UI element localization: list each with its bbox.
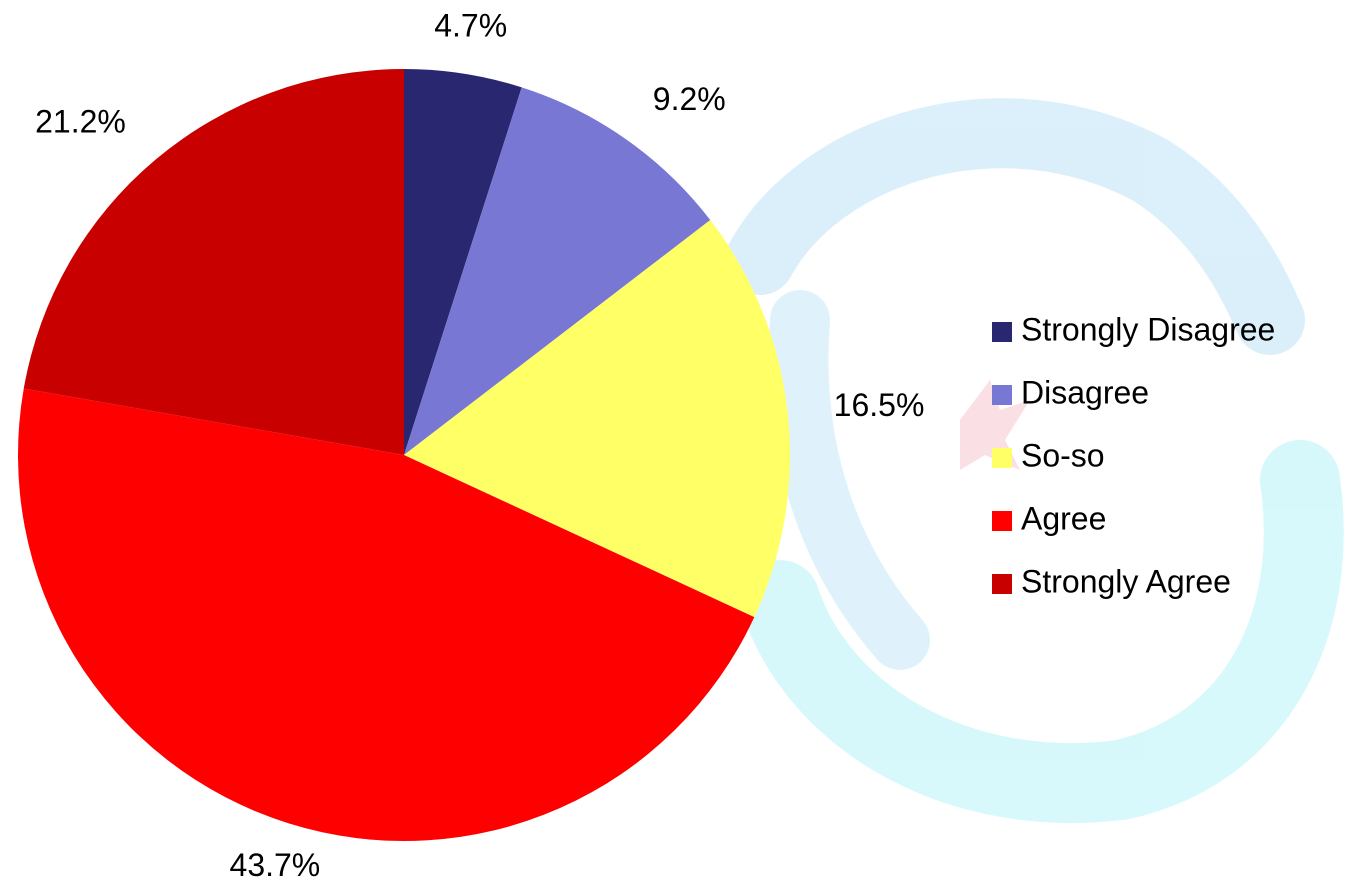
- data-label: 16.5%: [834, 387, 925, 423]
- pie: 4.7% 9.2% 16.5% 43.7% 21.2%: [18, 7, 924, 883]
- legend: Strongly Disagree Disagree So-so Agree Stron…: [992, 311, 1275, 599]
- legend-swatch: [992, 574, 1012, 594]
- legend-label: Disagree: [1021, 374, 1149, 410]
- legend-label: Strongly Agree: [1021, 563, 1231, 599]
- legend-label: Strongly Disagree: [1021, 311, 1275, 347]
- pie-slice: [404, 87, 711, 455]
- pie-slice: [404, 220, 790, 618]
- legend-swatch: [992, 511, 1012, 531]
- background-swirl: [725, 98, 1344, 824]
- legend-swatch: [992, 322, 1012, 342]
- legend-swatch: [992, 385, 1012, 405]
- data-label: 4.7%: [434, 7, 507, 43]
- legend-label: Agree: [1021, 500, 1106, 536]
- legend-label: So-so: [1021, 437, 1105, 473]
- legend-swatch: [992, 448, 1012, 468]
- data-label: 43.7%: [230, 847, 321, 883]
- pie-slice: [18, 388, 755, 841]
- data-label: 21.2%: [35, 103, 126, 139]
- data-label: 9.2%: [653, 81, 726, 117]
- pie-slice: [23, 69, 404, 455]
- pie-slice: [404, 69, 522, 455]
